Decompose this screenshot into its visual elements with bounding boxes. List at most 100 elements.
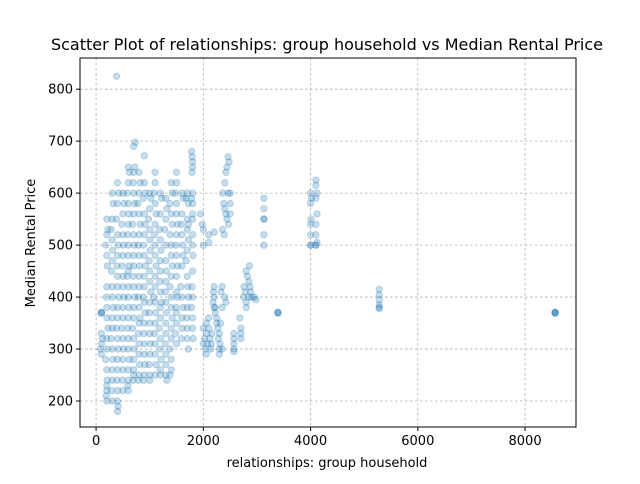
scatter-point xyxy=(146,189,154,197)
scatter-point xyxy=(167,241,175,249)
scatter-point xyxy=(118,376,127,384)
scatter-point xyxy=(163,376,171,384)
scatter-point xyxy=(260,241,268,249)
x-axis-label: relationships: group household xyxy=(227,456,428,471)
scatter-point xyxy=(113,179,122,187)
scatter-point xyxy=(129,272,137,280)
scatter-point xyxy=(189,334,197,343)
scatter-point xyxy=(173,220,182,229)
scatter-point xyxy=(183,215,191,223)
scatter-point xyxy=(151,179,159,187)
scatter-point xyxy=(274,309,282,317)
scatter-point xyxy=(172,340,181,348)
scatter-point xyxy=(113,199,122,208)
scatter-point xyxy=(136,179,144,187)
scatter-point xyxy=(107,225,115,234)
scatter-point xyxy=(119,251,127,260)
scatter-point xyxy=(172,309,181,317)
scatter-point xyxy=(146,340,154,348)
scatter-point xyxy=(113,251,122,260)
scatter-point xyxy=(124,220,133,229)
scatter-point xyxy=(131,293,139,301)
axes: 0 2000 4000 6000 8000 200 300 400 500 600 700 800 xyxy=(48,83,541,449)
scatter-point xyxy=(260,215,268,223)
scatter-point xyxy=(103,366,111,374)
x-tick-label: 2000 xyxy=(187,434,220,449)
scatter-point xyxy=(184,220,193,229)
scatter-point xyxy=(178,324,186,332)
scatter-point xyxy=(216,340,224,348)
scatter-point xyxy=(250,293,259,301)
scatter-point xyxy=(156,189,165,197)
scatter-point xyxy=(151,371,159,379)
scatter-point xyxy=(129,283,138,291)
scatter-point xyxy=(146,350,154,358)
scatter-point xyxy=(146,277,154,286)
scatter-point xyxy=(157,298,166,306)
scatter-point xyxy=(146,319,154,327)
scatter-point xyxy=(113,283,122,291)
scatter-point xyxy=(188,153,196,161)
scatter-point xyxy=(230,334,238,343)
y-tick-label: 600 xyxy=(48,187,73,202)
scatter-point xyxy=(147,288,155,296)
scatter-point xyxy=(167,293,175,301)
x-tick-label: 6000 xyxy=(401,434,434,449)
scatter-point xyxy=(146,267,154,275)
scatter-point xyxy=(184,236,193,244)
scatter-point xyxy=(104,225,112,234)
scatter-point xyxy=(230,347,238,356)
scatter-point xyxy=(124,179,133,187)
scatter-point xyxy=(124,251,133,260)
scatter-point xyxy=(131,199,139,208)
scatter-point xyxy=(162,215,170,223)
scatter-point xyxy=(217,288,225,296)
scatter-point xyxy=(312,241,320,249)
scatter-point xyxy=(151,283,159,291)
scatter-point xyxy=(156,314,165,322)
scatter-point xyxy=(119,189,127,197)
scatter-point xyxy=(218,283,226,291)
scatter-point xyxy=(162,360,170,369)
scatter-point xyxy=(112,215,121,223)
scatter-point xyxy=(187,303,196,312)
y-tick-label: 200 xyxy=(48,395,73,410)
scatter-point xyxy=(97,309,106,317)
scatter-point xyxy=(188,293,197,301)
scatter-point xyxy=(151,298,159,306)
scatter-point xyxy=(124,199,133,208)
scatter-point xyxy=(210,303,218,312)
scatter-point xyxy=(108,215,116,223)
scatter-point xyxy=(375,285,383,293)
scatter-point xyxy=(129,371,138,379)
scatter-point xyxy=(103,314,111,322)
scatter-point xyxy=(178,314,186,322)
scatter-point xyxy=(134,329,143,338)
scatter-point xyxy=(135,251,143,260)
scatter-point xyxy=(129,231,138,239)
scatter-point xyxy=(246,288,255,296)
scatter-point xyxy=(150,329,159,338)
scatter-point xyxy=(103,345,111,353)
scatter-point xyxy=(124,231,132,239)
scatter-point xyxy=(183,334,191,343)
scatter-point xyxy=(168,189,176,197)
scatter-point xyxy=(140,272,149,280)
scatter-point xyxy=(97,309,106,317)
scatter-point xyxy=(179,303,187,312)
scatter-point xyxy=(226,210,234,218)
scatter-point xyxy=(113,314,122,322)
scatter-point xyxy=(120,199,128,208)
scatter-point xyxy=(260,194,268,203)
scatter-point xyxy=(312,220,320,229)
scatter-point xyxy=(199,324,208,332)
scatter-point xyxy=(172,168,181,177)
scatter-point xyxy=(140,179,149,187)
scatter-point xyxy=(243,272,252,280)
scatter-point xyxy=(213,314,221,322)
scatter-point xyxy=(162,277,170,286)
scatter-point xyxy=(119,334,127,343)
scatter-point xyxy=(230,340,238,348)
scatter-point xyxy=(97,308,106,316)
scatter-point xyxy=(96,345,105,353)
